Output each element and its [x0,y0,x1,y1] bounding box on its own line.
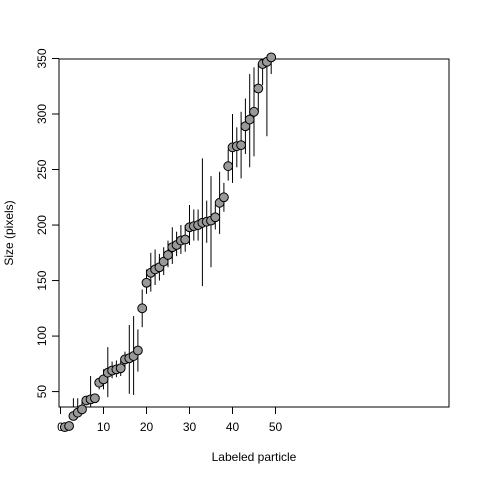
data-point [137,303,148,314]
error-bars [72,59,272,407]
data-point [219,192,229,203]
data-point [141,277,152,288]
data-point [163,250,173,260]
data-point [64,421,74,431]
x-tick-label: 30 [183,420,197,434]
x-tick-label: 40 [226,420,240,434]
y-tick-label: 250 [35,159,49,179]
y-tick-label: 350 [35,48,49,68]
data-point [180,234,191,245]
data-point [210,212,221,223]
x-tick-label: 20 [140,420,154,434]
y-axis: 50 100 150 200 250 300 350 [35,48,60,399]
x-axis: 01020304050 [57,406,283,434]
data-point [266,52,277,63]
data-point [115,363,126,374]
y-tick-label: 100 [35,326,49,346]
data-point [253,83,264,94]
y-tick-label: 150 [35,270,49,290]
data-point [77,404,87,415]
y-axis-label: Size (pixels) [2,200,16,265]
data-point [90,393,100,404]
x-axis-label: Labeled particle [212,450,297,464]
x-tick-label: 10 [97,420,111,434]
y-tick-label: 300 [35,104,49,124]
data-point [223,161,234,172]
data-point [133,345,143,356]
y-tick-label: 200 [35,215,49,235]
y-tick-label: 50 [35,385,49,399]
data-point [249,106,259,117]
x-tick-label: 50 [269,420,283,434]
data-point [236,140,247,150]
data-points [59,52,277,433]
data-point [244,114,255,125]
